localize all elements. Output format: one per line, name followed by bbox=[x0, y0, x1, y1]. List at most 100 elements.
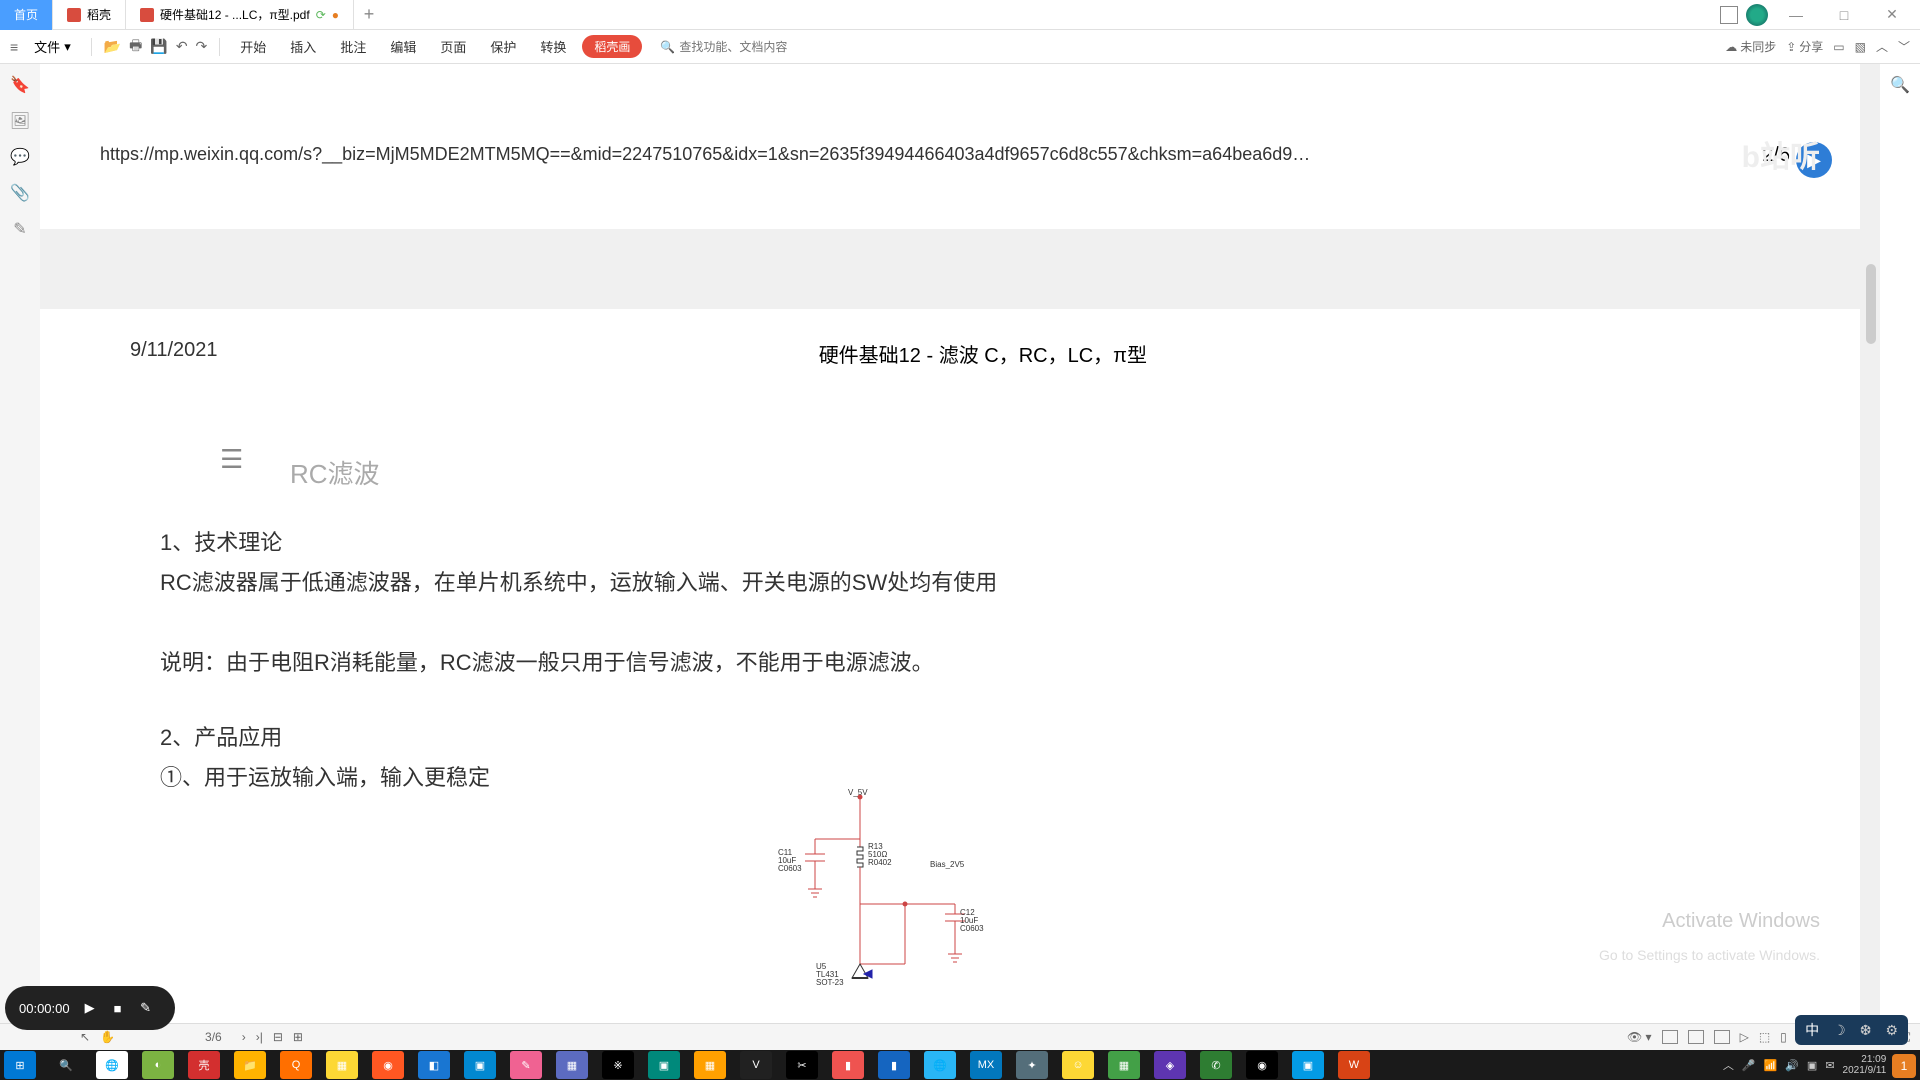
circuit-c11p: C0603 bbox=[778, 864, 802, 873]
last-page-icon[interactable]: ›| bbox=[256, 1030, 263, 1044]
layout-icon-1[interactable]: ⬚ bbox=[1759, 1030, 1770, 1044]
redo-icon[interactable]: ↷ bbox=[196, 38, 208, 55]
print-icon[interactable]: 🖶 bbox=[129, 35, 142, 59]
menu-edit[interactable]: 编辑 bbox=[382, 34, 424, 59]
save-icon[interactable]: 💾 bbox=[150, 38, 167, 55]
menu-file[interactable]: 文件▾ bbox=[26, 34, 79, 59]
ime-lang[interactable]: 中 bbox=[1805, 1020, 1819, 1040]
window-minimize[interactable]: — bbox=[1776, 0, 1816, 30]
menu-start[interactable]: 开始 bbox=[232, 34, 274, 59]
taskbar-app-10[interactable]: ▣ bbox=[464, 1051, 496, 1079]
taskbar-app-17[interactable]: ✂ bbox=[786, 1051, 818, 1079]
recording-control[interactable]: 00:00:00 ▶ ■ ✎ bbox=[5, 986, 175, 1030]
zoom-out-icon[interactable]: ⊟ bbox=[273, 1030, 283, 1044]
next-page-icon[interactable]: › bbox=[242, 1030, 246, 1044]
bookmark-icon[interactable]: 🔖 bbox=[11, 76, 29, 94]
view-continuous-icon[interactable] bbox=[1688, 1030, 1704, 1044]
taskbar-app-12[interactable]: ▦ bbox=[556, 1051, 588, 1079]
search-right-icon[interactable]: 🔍 bbox=[1891, 76, 1909, 94]
taskbar-app-24[interactable]: ▦ bbox=[1108, 1051, 1140, 1079]
taskbar-app-0[interactable]: ⊞ bbox=[4, 1051, 36, 1079]
zoom-in-icon[interactable]: ⊞ bbox=[293, 1030, 303, 1044]
cursor-icon[interactable]: ↖ bbox=[80, 1030, 90, 1044]
menu-annotate[interactable]: 批注 bbox=[332, 34, 374, 59]
open-icon[interactable]: 📂 bbox=[104, 38, 121, 55]
sync-status[interactable]: ☁未同步 bbox=[1725, 38, 1776, 55]
taskbar-app-8[interactable]: ◉ bbox=[372, 1051, 404, 1079]
menu-pill[interactable]: 稻壳画 bbox=[582, 35, 642, 58]
ime-gear[interactable]: ⚙ bbox=[1885, 1022, 1898, 1039]
attachment-icon[interactable]: 📎 bbox=[11, 184, 29, 202]
signature-icon[interactable]: ✎ bbox=[11, 220, 29, 238]
pen-icon[interactable]: ✎ bbox=[138, 1000, 154, 1016]
tray-wifi-icon[interactable]: 📶 bbox=[1764, 1059, 1778, 1072]
device-icon[interactable] bbox=[1720, 6, 1738, 24]
image-icon[interactable]: 🖼 bbox=[11, 112, 29, 130]
view-facing-icon[interactable] bbox=[1714, 1030, 1730, 1044]
taskbar-app-11[interactable]: ✎ bbox=[510, 1051, 542, 1079]
taskbar-app-7[interactable]: ▦ bbox=[326, 1051, 358, 1079]
taskbar-app-23[interactable]: ☺ bbox=[1062, 1051, 1094, 1079]
taskbar-app-4[interactable]: 壳 bbox=[188, 1051, 220, 1079]
tray-icon-2[interactable]: ✉ bbox=[1825, 1059, 1834, 1072]
menu-convert[interactable]: 转换 bbox=[532, 34, 574, 59]
scrollbar-thumb[interactable] bbox=[1866, 264, 1876, 344]
taskbar-app-29[interactable]: W bbox=[1338, 1051, 1370, 1079]
share-button[interactable]: ⇪分享 bbox=[1786, 38, 1823, 55]
stop-icon[interactable]: ■ bbox=[110, 1000, 126, 1016]
notification-badge[interactable]: 1 bbox=[1892, 1054, 1916, 1078]
taskbar-app-3[interactable]: ◐ bbox=[142, 1051, 174, 1079]
ime-temp[interactable]: ❆ bbox=[1860, 1022, 1872, 1039]
taskbar-app-16[interactable]: V bbox=[740, 1051, 772, 1079]
tab-doc[interactable]: 硬件基础12 - ...LC，π型.pdf⟳● bbox=[126, 0, 354, 30]
tab-shell[interactable]: 稻壳 bbox=[53, 0, 126, 30]
play-icon-2[interactable]: ▷ bbox=[1740, 1030, 1749, 1044]
taskbar-app-26[interactable]: ✆ bbox=[1200, 1051, 1232, 1079]
eye-icon[interactable]: 👁 ▾ bbox=[1627, 1030, 1652, 1044]
layout-icon-2[interactable]: ▯ bbox=[1780, 1030, 1787, 1044]
taskbar-app-28[interactable]: ▣ bbox=[1292, 1051, 1324, 1079]
taskbar-app-5[interactable]: 📁 bbox=[234, 1051, 266, 1079]
menu-page[interactable]: 页面 bbox=[432, 34, 474, 59]
taskbar-app-18[interactable]: ▮ bbox=[832, 1051, 864, 1079]
play-icon[interactable]: ▶ bbox=[82, 1000, 98, 1016]
comment-icon[interactable]: 💬 bbox=[11, 148, 29, 166]
undo-icon[interactable]: ↶ bbox=[176, 38, 188, 55]
chevron-down-icon-2[interactable]: ﹀ bbox=[1898, 38, 1910, 55]
hamburger-icon[interactable]: ≡ bbox=[10, 39, 18, 55]
tray-chevron[interactable]: ︿ bbox=[1723, 1057, 1734, 1073]
taskbar-app-9[interactable]: ◧ bbox=[418, 1051, 450, 1079]
window-close[interactable]: ✕ bbox=[1872, 0, 1912, 30]
tray-icon-1[interactable]: ▣ bbox=[1807, 1059, 1817, 1072]
taskbar-app-21[interactable]: MX bbox=[970, 1051, 1002, 1079]
tab-home[interactable]: 首页 bbox=[0, 0, 53, 30]
ime-bar[interactable]: 中 ☽ ❆ ⚙ bbox=[1795, 1015, 1908, 1045]
taskbar-app-6[interactable]: Q bbox=[280, 1051, 312, 1079]
menu-insert[interactable]: 插入 bbox=[282, 34, 324, 59]
menu-protect[interactable]: 保护 bbox=[482, 34, 524, 59]
taskbar-app-25[interactable]: ◈ bbox=[1154, 1051, 1186, 1079]
taskbar-app-27[interactable]: ◉ bbox=[1246, 1051, 1278, 1079]
view-single-icon[interactable] bbox=[1662, 1030, 1678, 1044]
taskbar-app-22[interactable]: ✦ bbox=[1016, 1051, 1048, 1079]
taskbar-app-13[interactable]: ※ bbox=[602, 1051, 634, 1079]
ime-moon[interactable]: ☽ bbox=[1833, 1022, 1846, 1039]
taskbar-app-2[interactable]: 🌐 bbox=[96, 1051, 128, 1079]
mode-icon-2[interactable]: ▧ bbox=[1855, 40, 1866, 54]
mode-icon-1[interactable]: ▭ bbox=[1833, 40, 1844, 54]
taskbar-app-20[interactable]: 🌐 bbox=[924, 1051, 956, 1079]
taskbar-app-15[interactable]: ▦ bbox=[694, 1051, 726, 1079]
avatar[interactable] bbox=[1746, 4, 1768, 26]
tray-mic-icon[interactable]: 🎤 bbox=[1742, 1059, 1756, 1072]
taskbar-app-1[interactable]: 🔍 bbox=[50, 1051, 82, 1079]
taskbar-app-14[interactable]: ▣ bbox=[648, 1051, 680, 1079]
tab-add-button[interactable]: + bbox=[354, 4, 384, 25]
search-input[interactable] bbox=[679, 40, 819, 54]
search-box[interactable]: 🔍 bbox=[660, 40, 819, 54]
tray-volume-icon[interactable]: 🔊 bbox=[1785, 1059, 1799, 1072]
hand-icon[interactable]: ✋ bbox=[100, 1030, 115, 1044]
chevron-up-icon[interactable]: ︿ bbox=[1876, 38, 1888, 55]
taskbar-clock[interactable]: 21:09 2021/9/11 bbox=[1843, 1054, 1887, 1076]
window-maximize[interactable]: □ bbox=[1824, 0, 1864, 30]
taskbar-app-19[interactable]: ▮ bbox=[878, 1051, 910, 1079]
